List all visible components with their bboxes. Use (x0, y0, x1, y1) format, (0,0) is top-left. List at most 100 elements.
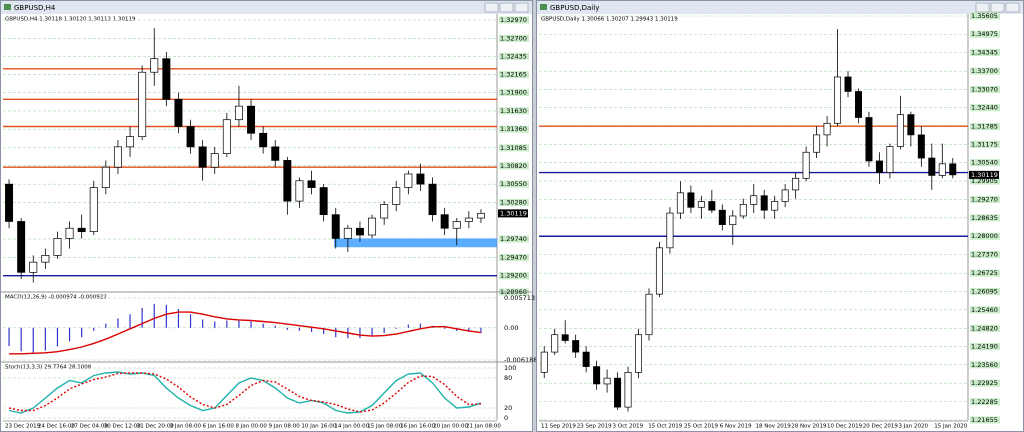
price-tick-label: 1.24190 (971, 343, 998, 351)
time-label: 9 Jan 08:00 (268, 424, 300, 430)
candle-body (404, 173, 413, 188)
price-tick-label: 1.32440 (971, 104, 998, 112)
tick-label-bg (970, 361, 1000, 369)
stoch-main-line (8, 371, 482, 414)
time-label: 25 Oct 2019 (684, 424, 719, 430)
price-tick-label: 1.26725 (971, 269, 998, 277)
candle-body (319, 187, 328, 216)
candle-body (938, 163, 946, 176)
price-zone (333, 238, 497, 248)
tick-label-bg (970, 195, 1000, 203)
price-tick-label: 1.31785 (971, 123, 998, 131)
stoch-signal-line (8, 372, 481, 413)
tick-label-bg (970, 177, 1000, 185)
candle-body (708, 201, 716, 211)
price-tick-label: 1.29905 (971, 177, 998, 185)
current-price-label: 1.30119 (971, 171, 998, 179)
tick-label-bg (970, 398, 1000, 406)
time-label: 21 Jan 08:00 (466, 424, 501, 430)
candle-body (77, 227, 86, 232)
time-label: 28 Nov 2019 (791, 424, 827, 430)
candle-body (792, 177, 800, 191)
time-label: 6 Nov 2019 (720, 424, 752, 430)
indicator-title: Stoch(13,3,3) 29.7764 28.1008 (5, 365, 92, 371)
candle-body (150, 58, 159, 73)
minimize-button[interactable] (484, 2, 499, 13)
candle-body (875, 160, 883, 173)
candle-body (582, 351, 590, 367)
price-tick-label: 1.23560 (971, 361, 998, 369)
minimize-button[interactable] (975, 2, 990, 13)
window-icon (4, 4, 11, 10)
candle-body (896, 114, 904, 147)
price-tick-label: 1.32700 (500, 34, 527, 42)
candle-body (416, 173, 425, 185)
tick-label-bg (970, 85, 1000, 93)
candle-body (198, 146, 207, 168)
candle-body (174, 99, 183, 127)
candle-body (802, 151, 810, 179)
tick-label-bg (970, 343, 1000, 351)
time-label: 3 Oct 2019 (613, 424, 644, 430)
candle-body (718, 209, 726, 226)
candle-body (739, 204, 747, 217)
tick-label-bg (970, 214, 1000, 222)
candle-body (307, 180, 316, 188)
time-label: 15 Oct 2019 (648, 424, 683, 430)
candle-body (53, 238, 62, 256)
price-tick-label: 1.28000 (971, 232, 998, 240)
price-tick-label: 1.29470 (500, 253, 527, 261)
price-tick-label: 1.22285 (971, 398, 998, 406)
close-button[interactable] (1005, 2, 1020, 13)
tick-label-bg (499, 107, 529, 115)
time-label: 20 Dec 2019 (863, 424, 899, 430)
candle-body (949, 163, 957, 176)
indicator-tick-label: 0.00 (504, 324, 518, 332)
indicator-tick-label: 100 (504, 364, 516, 372)
price-tick-label: 1.27370 (971, 250, 998, 258)
chart-info: GBPUSD,Daily 1.30066 1.30207 1.29943 1.3… (541, 17, 678, 23)
candle-body (540, 351, 548, 373)
tick-label-bg (499, 235, 529, 243)
tick-label-bg (499, 52, 529, 60)
candle-body (917, 134, 925, 159)
price-tick-label: 1.31085 (500, 144, 527, 152)
tick-label-bg (499, 253, 529, 261)
window-title: GBPUSD,Daily (550, 4, 599, 12)
indicator-tick-label: 0.005713 (504, 294, 535, 302)
tick-label-bg (499, 162, 529, 170)
indicator-title: MACD(12,26,9) -0.000974 -0.000922 (5, 295, 107, 301)
price-tick-label: 1.33700 (971, 67, 998, 75)
tick-label-bg (970, 12, 1000, 20)
candle-body (593, 366, 601, 385)
maximize-button[interactable] (499, 2, 514, 13)
candle-body (865, 117, 873, 162)
candle-body (65, 227, 74, 239)
candle-body (368, 217, 377, 236)
candle-body (355, 227, 364, 236)
time-label: 8 Jan 00:00 (236, 424, 268, 430)
candle-body (331, 214, 340, 239)
tick-label-bg (499, 198, 529, 206)
candle-body (697, 201, 705, 208)
tick-label-bg (970, 104, 1000, 112)
candle-body (886, 146, 894, 173)
time-label: 18 Nov 2019 (756, 424, 792, 430)
price-tick-label: 1.29200 (500, 272, 527, 280)
title-bar (537, 1, 1023, 14)
maximize-button[interactable] (990, 2, 1005, 13)
indicator-tick-label: 80 (504, 374, 512, 382)
tick-label-bg (499, 180, 529, 188)
price-tick-label: 1.26095 (971, 287, 998, 295)
candle-body (343, 227, 352, 239)
candle-body (392, 187, 401, 205)
candle-body (561, 334, 569, 341)
close-button[interactable] (514, 2, 529, 13)
candle-body (138, 71, 147, 138)
candle-body (854, 91, 862, 118)
price-tick-label: 1.24820 (971, 324, 998, 332)
time-label: 30 Dec 12:00 (104, 424, 141, 430)
candle-body (614, 377, 622, 408)
price-tick-label: 1.22925 (971, 379, 998, 387)
